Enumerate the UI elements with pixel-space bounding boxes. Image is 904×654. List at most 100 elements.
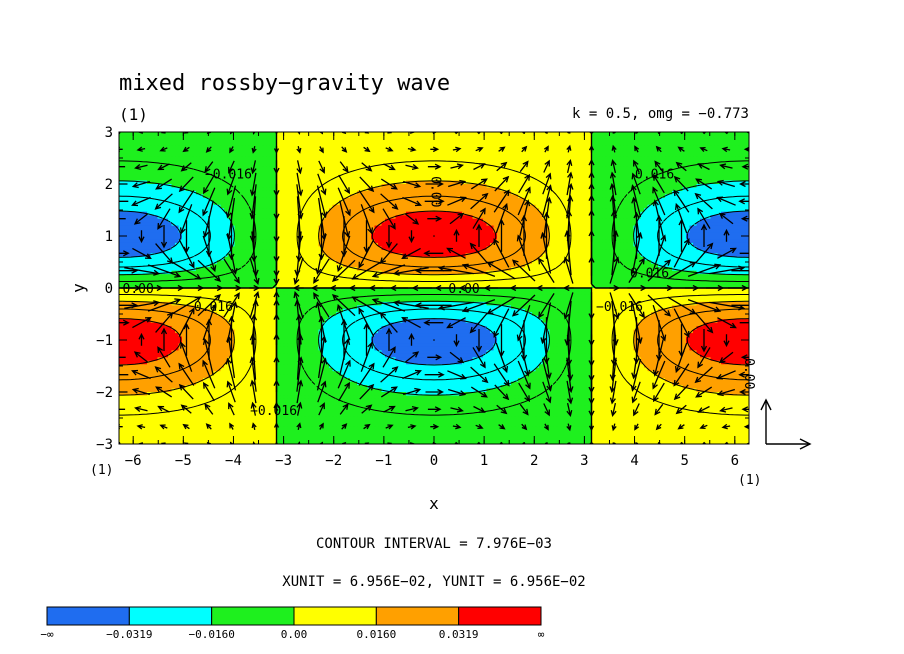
y-tick-label: 0 [105,281,113,297]
vector-arrow [310,284,331,292]
vector-arrow [647,259,672,282]
axes: −6 −5 −4 −3 −2 −1 0 1 2 3 4 5 6 −3 −2 −1 0 1 2 3 [96,125,749,469]
x-tick-label: 2 [530,453,538,469]
contour-labels: −0.016 0.016 −0.016 0.016 0.016 −0.016 0.00 0.0… [123,168,756,420]
vector-arrow [318,402,325,416]
contour-label: 0.00 [741,358,756,389]
vector-arrow [382,208,396,230]
vector-arrow [202,303,217,341]
vector-arrow [315,301,327,343]
vector-arrow [358,190,375,214]
vector-arrow [610,158,617,174]
vector-arrow [183,220,190,254]
vector-arrow [461,298,496,313]
contour-label: −0.016 [250,404,297,419]
x-tick-label: 4 [630,453,638,469]
vector-arrow [155,386,173,398]
vector-arrow [437,301,474,311]
vector-arrow [628,293,645,319]
vector-arrow [518,173,531,194]
vector-arrow [229,146,235,154]
vector-arrow [318,146,324,154]
vector-arrow [160,327,168,351]
vector-arrow [359,176,375,193]
vector-arrow [563,292,574,320]
x-unit-label: (1) [90,463,113,478]
contour-line [119,210,749,366]
vector-arrow [179,341,193,372]
vector-arrow [699,146,708,153]
vector-arrow [226,197,236,241]
y-tick-label: 3 [105,125,113,141]
vector-arrow [225,185,237,219]
vector-arrow [359,383,375,400]
vector-arrow [205,146,212,153]
vector-arrow [542,196,552,240]
vector-arrow [723,228,730,242]
colorbar-swatch [458,606,542,626]
vector-arrow [453,334,460,348]
vector-arrow [695,178,713,190]
vector-arrow [380,386,398,398]
vector-arrow [379,243,398,265]
vector-arrow [655,320,663,362]
vector-arrow [695,312,714,334]
vector-arrow [405,164,419,171]
vector-arrow [229,422,235,430]
vector-arrow [205,216,213,258]
vector-arrow [437,265,474,275]
vector-arrow [252,441,256,444]
vector-arrow [694,366,713,384]
vector-arrow [380,178,398,190]
vector-arrow [521,145,528,153]
vector-arrow [652,186,666,216]
vector-arrow [447,370,467,380]
vector-arrow [673,308,690,338]
vector-arrow [634,423,640,431]
vector-arrow [566,423,572,432]
vector-arrow [360,204,374,235]
vector-arrow [630,184,642,218]
vector-arrow [430,146,440,153]
vector-arrow [673,175,689,192]
vector-arrow [250,160,257,175]
vector-arrow [493,308,510,338]
vector-arrow [119,250,130,257]
vector-arrow [588,158,595,174]
vector-arrow [522,132,526,135]
colorbar-label: 0.00 [281,628,308,641]
vector-arrow [197,259,222,282]
vector-arrow [609,171,617,196]
vector-arrow [453,228,460,242]
vector-arrow [673,363,690,387]
vector-arrow [647,294,672,317]
vector-arrow [667,296,697,315]
vector-arrow [124,267,161,276]
vector-arrow [361,404,373,414]
vector-arrow [159,424,168,430]
vector-arrow [728,287,749,289]
vector-arrow [340,216,348,258]
vector-arrow [317,380,327,403]
x-tick-label: 6 [731,453,739,469]
vector-arrow [124,300,161,309]
vector-arrow [296,196,304,243]
x-tick-label: 0 [430,453,438,469]
vector-arrow [543,423,549,431]
vector-arrow [740,215,749,222]
vector-arrow [204,403,214,415]
vector-arrow [379,311,398,333]
vector-arrow [337,359,351,389]
vector-arrow [433,235,435,237]
vector-arrow [486,296,516,315]
vector-arrow [452,423,462,430]
vector-arrow [695,242,714,264]
vector-arrow [293,291,304,319]
chart-subtitle: k = 0.5, omg = −0.773 [572,106,749,122]
vector-arrow [226,301,238,343]
contour-label: 0.016 [635,168,674,183]
vector-arrow [721,146,731,153]
vector-arrow [296,172,304,197]
vector-arrow [590,287,593,289]
vector-arrow [383,163,396,171]
